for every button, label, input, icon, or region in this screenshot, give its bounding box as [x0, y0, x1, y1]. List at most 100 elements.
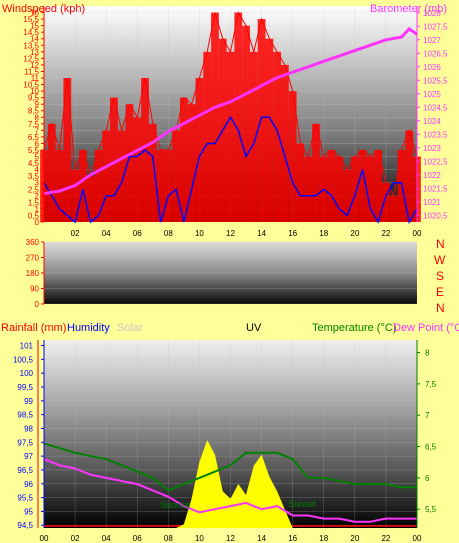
panel2-left-tick-label: 90: [30, 285, 39, 294]
panel3-x-tick-label: 16: [288, 534, 297, 543]
panel3-x-tick-label: 06: [133, 534, 142, 543]
dir-label-w: W: [434, 253, 446, 267]
panel1-left-tick-label: 11: [31, 74, 40, 83]
panel1-x-tick-label: 10: [195, 229, 204, 238]
dir-label-n-bottom: N: [436, 301, 445, 315]
panel1-left-tick-label: 14: [30, 35, 39, 44]
wind-max-bar: [195, 78, 204, 222]
wind-max-bar: [117, 130, 126, 222]
panel1-x-tick-label: 12: [226, 229, 235, 238]
panel1-left-tick-label: 16: [30, 9, 39, 18]
wind-max-bar: [350, 156, 359, 222]
panel3-x-tick-label: 10: [195, 534, 204, 543]
wind-max-bar: [242, 25, 250, 222]
panel3-left-tick-label: 96: [24, 480, 33, 489]
panel1-right-tick-label: 1028: [423, 9, 441, 18]
panel1-right-tick-label: 1026,5: [423, 49, 448, 58]
panel1-right-tick-label: 1023: [423, 144, 441, 153]
panel3-x-tick-label: 18: [319, 534, 328, 543]
panel1-right-tick-label: 1022: [423, 171, 441, 180]
wind-max-bar: [94, 150, 103, 222]
panel1-left-tick-label: 3: [35, 179, 40, 188]
panel3-right-tick-label: 5,5: [425, 505, 437, 514]
panel3-plot-area: [44, 340, 417, 528]
wind-max-bar: [102, 130, 111, 222]
panel1-right-tick-label: 1020,5: [423, 211, 448, 220]
wind-max-bar: [382, 182, 390, 222]
panel1-right-tick-label: 1027: [423, 36, 441, 45]
barometer-axis-label: Barometer (mb): [370, 3, 447, 15]
panel3-right-tick-label: 7,5: [425, 380, 437, 389]
wind-max-bar: [304, 156, 313, 222]
temperature-line: [43, 442, 417, 492]
panel3-x-tick-label: 02: [71, 534, 80, 543]
panel1-left-tick-label: 5: [35, 153, 40, 162]
panel1-left-tick-label: 14,5: [23, 28, 39, 37]
panel3-left-tick-label: 100,5: [13, 355, 34, 364]
panel3-x-tick-label: 00: [40, 534, 49, 543]
windspeed-axis-label: Windspeed (kph): [2, 3, 85, 15]
panel1-left-tick-label: 0,5: [28, 211, 40, 220]
panel1-left-tick-label: 5,5: [28, 146, 40, 155]
panel3-x-tick-label: 22: [381, 534, 390, 543]
panel1-right-tick-label: 1024: [423, 117, 441, 126]
panel3-x-tick-label: 12: [226, 534, 235, 543]
panel1-right-tick-label: 1027,5: [423, 22, 448, 31]
wind-max-bar: [257, 19, 266, 222]
panel1-right-tick-label: 1023,5: [423, 130, 448, 139]
panel2-left-tick-label: 0: [35, 300, 40, 309]
panel2-left-tick-label: 270: [26, 254, 40, 263]
wind-max-bar: [78, 150, 87, 222]
panel1-left-tick-label: 6,5: [28, 133, 40, 142]
panel1-x-tick-label: 16: [288, 229, 297, 238]
panel3-x-tick-label: 00: [413, 534, 422, 543]
panel1-left-tick-label: 9: [35, 100, 40, 109]
humidity-axis-label: Humidity: [67, 322, 110, 334]
wind-max-bar: [203, 51, 212, 223]
rainfall-axis-label: Rainfall (mm): [1, 322, 66, 334]
panel3-left-tick-label: 95: [24, 507, 33, 516]
wind-max-bar: [343, 169, 351, 222]
wind-max-bar: [234, 12, 243, 222]
panel3-x-tick-label: 20: [350, 534, 359, 543]
panel2-left-tick-label: 360: [26, 238, 40, 247]
sunrise-annotation: Sunrise: [160, 500, 191, 510]
wind-max-bar: [288, 91, 297, 222]
panel1-x-tick-label: 14: [257, 229, 266, 238]
panel1-right-tick-label: 1026: [423, 63, 441, 72]
uv-axis-label: UV: [246, 322, 262, 334]
panel1-x-tick-label: 02: [71, 229, 80, 238]
wind-max-line: [43, 11, 418, 198]
wind-max-bar: [47, 123, 56, 222]
panel1-right-tick-label: 1022,5: [423, 157, 448, 166]
panel3-left-tick-label: 98,5: [17, 411, 33, 420]
solar-area: [176, 440, 293, 528]
wind-max-bar: [273, 51, 282, 223]
wind-max-bar: [335, 156, 344, 222]
panel1-left-tick-label: 3,5: [28, 172, 40, 181]
panel1-left-tick-label: 0: [35, 218, 40, 227]
wind-max-bar: [71, 169, 79, 222]
panel1-left-tick-label: 13,5: [23, 41, 39, 50]
wind-max-bar: [312, 123, 320, 222]
dir-label-s: S: [436, 269, 444, 283]
panel1-left-tick-label: 12: [30, 61, 39, 70]
panel3-left-tick-label: 95,5: [17, 494, 33, 503]
panel1-left-tick-label: 7,5: [28, 120, 40, 129]
panel3-left-tick-label: 99,5: [17, 383, 33, 392]
panel1-left-tick-label: 6: [35, 139, 40, 148]
panel3-left-tick-label: 98: [24, 424, 33, 433]
panel1-right-tick-label: 1021,5: [423, 184, 448, 193]
wind-max-bar: [187, 104, 196, 222]
panel1-x-tick-label: 18: [319, 229, 328, 238]
panel1-left-tick-label: 15,5: [23, 15, 39, 24]
panel1-left-tick-label: 7: [35, 126, 40, 135]
panel3-left-tick-label: 96,5: [17, 466, 33, 475]
panel1-x-tick-label: 08: [164, 229, 173, 238]
wind-max-bar: [133, 117, 142, 222]
wind-max-bar: [63, 78, 72, 222]
panel3-left-tick-label: 100: [20, 369, 34, 378]
panel1-left-tick-label: 11,5: [24, 67, 40, 76]
wind-max-bar: [156, 150, 165, 222]
